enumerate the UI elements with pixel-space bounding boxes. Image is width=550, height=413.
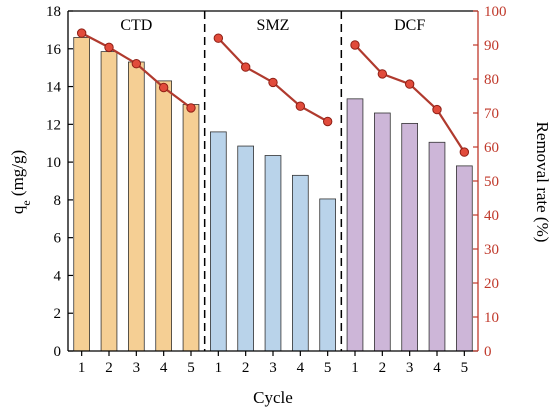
y2-tick-label-0: 0 <box>484 344 492 360</box>
bar-smz-3 <box>264 155 282 352</box>
y2-tick-label-60: 60 <box>484 140 499 156</box>
bar-dcf-5 <box>456 165 473 352</box>
x-tick-label-ctd-1: 1 <box>78 360 86 376</box>
bar-dcf-1 <box>346 98 364 352</box>
y2-axis-title: Removal rate (%) <box>533 122 550 243</box>
x-tick-label-dcf-1: 1 <box>351 360 359 376</box>
y-tick-label-16: 16 <box>46 42 62 58</box>
bar-smz-1 <box>210 131 227 352</box>
x-tick-label-dcf-5: 5 <box>461 360 469 376</box>
y2-tick-label-30: 30 <box>484 242 499 258</box>
y-tick-label-14: 14 <box>46 80 62 96</box>
x-tick-label-dcf-3: 3 <box>406 360 414 376</box>
y2-tick-label-40: 40 <box>484 208 499 224</box>
y2-tick-label-90: 90 <box>484 38 499 54</box>
x-tick-label-smz-1: 1 <box>215 360 223 376</box>
group-label-smz: SMZ <box>257 17 290 34</box>
point-smz-1 <box>213 33 224 43</box>
bar-dcf-2 <box>374 112 391 352</box>
y-tick-label-0: 0 <box>54 344 62 360</box>
bar-ctd-5 <box>182 104 200 352</box>
point-dcf-5 <box>459 147 470 157</box>
bar-ctd-3 <box>128 61 145 352</box>
x-tick-label-smz-3: 3 <box>269 360 277 376</box>
y2-tick-label-50: 50 <box>484 174 499 190</box>
y-tick-label-12: 12 <box>46 117 61 133</box>
point-smz-4 <box>295 101 306 111</box>
bar-smz-5 <box>319 198 336 352</box>
y-tick-label-18: 18 <box>46 4 61 20</box>
bar-smz-2 <box>237 145 254 352</box>
bar-ctd-4 <box>155 80 172 352</box>
y2-tick-label-70: 70 <box>484 106 499 122</box>
y-tick-label-4: 4 <box>54 268 62 284</box>
point-ctd-1 <box>76 28 87 38</box>
point-dcf-2 <box>377 69 388 79</box>
bar-smz-4 <box>292 174 309 352</box>
point-smz-3 <box>268 77 278 88</box>
x-tick-label-ctd-5: 5 <box>187 360 195 376</box>
group-label-ctd: CTD <box>120 17 152 34</box>
y2-tick-label-10: 10 <box>484 310 499 326</box>
x-tick-label-ctd-3: 3 <box>133 360 141 376</box>
y2-tick-label-100: 100 <box>484 4 507 20</box>
group-label-dcf: DCF <box>394 17 425 34</box>
x-tick-label-ctd-2: 2 <box>105 360 113 376</box>
plot-layer: CTD SMZ DCF <box>73 11 473 352</box>
x-tick-label-smz-5: 5 <box>324 360 332 376</box>
y-axis-title: qe (mg/g) <box>8 150 33 214</box>
x-tick-label-smz-4: 4 <box>297 360 305 376</box>
y-tick-label-10: 10 <box>46 155 61 171</box>
bar-dcf-4 <box>428 141 446 352</box>
y-axis-title-main: q <box>8 205 27 214</box>
y2-tick-label-20: 20 <box>484 276 499 292</box>
bar-dcf-3 <box>401 122 418 352</box>
x-axis-title: Cycle <box>253 388 293 407</box>
bar-ctd-2 <box>100 51 118 352</box>
y-tick-label-2: 2 <box>54 306 62 322</box>
y2-tick-label-80: 80 <box>484 72 499 88</box>
y-tick-label-8: 8 <box>54 193 62 209</box>
point-ctd-3 <box>131 59 142 69</box>
point-ctd-2 <box>104 42 114 53</box>
y-tick-label-6: 6 <box>54 231 62 247</box>
point-ctd-4 <box>158 82 169 93</box>
point-smz-2 <box>240 62 251 72</box>
x-tick-label-ctd-4: 4 <box>160 360 168 376</box>
x-tick-label-dcf-2: 2 <box>379 360 387 376</box>
bar-ctd-1 <box>73 37 90 352</box>
x-tick-label-smz-2: 2 <box>242 360 250 376</box>
y-axis-title-unit: (mg/g) <box>8 150 27 201</box>
point-dcf-3 <box>404 79 415 89</box>
point-dcf-1 <box>350 40 360 50</box>
x-tick-label-dcf-4: 4 <box>433 360 441 376</box>
point-ctd-5 <box>186 103 196 113</box>
point-smz-5 <box>322 116 333 127</box>
y-axis-title-sub: e <box>19 200 33 205</box>
point-dcf-4 <box>432 104 442 115</box>
